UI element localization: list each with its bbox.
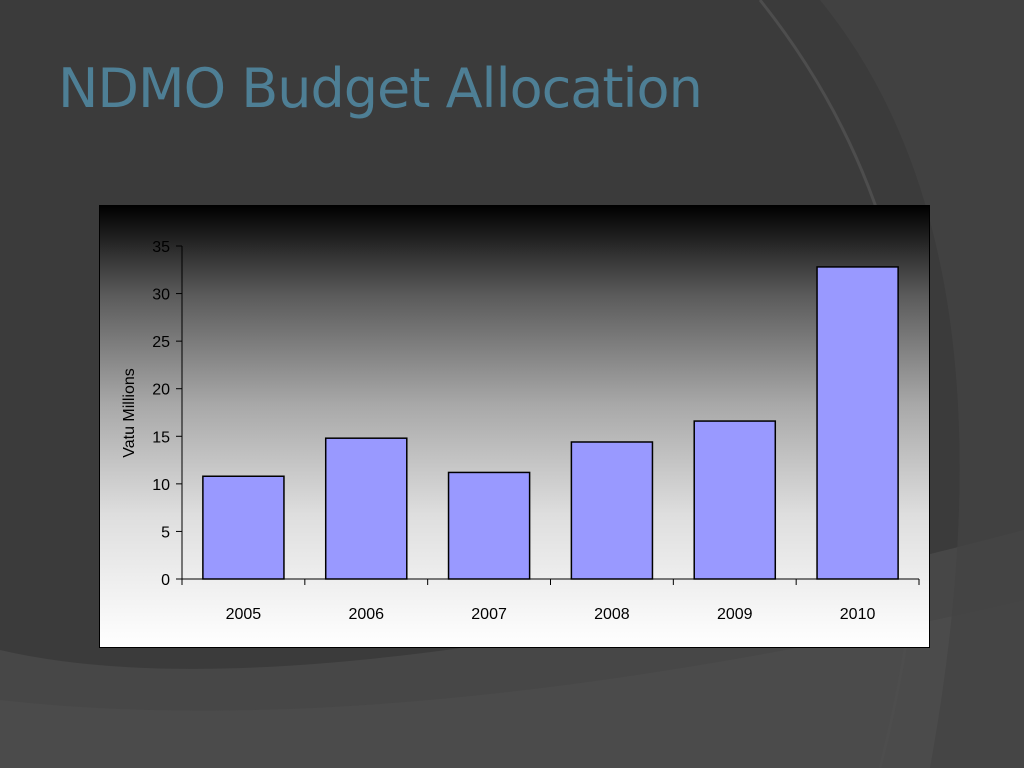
y-tick-label: 35 [152,239,170,256]
x-axis: 2005 2006 2007 2008 2009 2010 [181,578,920,623]
bar-2006 [324,437,408,580]
y-tick-label: 15 [152,429,170,446]
bar-2005 [202,475,285,580]
bars [202,266,899,580]
y-tick-label: 0 [161,572,170,589]
y-tick-label: 25 [152,334,170,351]
bar-2008 [570,441,654,580]
x-tick-label: 2010 [840,606,876,623]
slide-title: NDMO Budget Allocation [58,57,703,120]
y-axis-title: Vatu Millions [121,368,138,458]
chart-frame: 0 5 10 15 20 25 30 35 2005 2006 2007 2008 2009 2010 … [99,205,930,648]
y-tick-label: 5 [161,524,170,541]
bar-2010 [816,266,899,580]
x-tick-label: 2008 [594,606,630,623]
bar-2009 [693,420,777,580]
y-axis: 0 5 10 15 20 25 30 35 [152,239,183,589]
y-tick-label: 30 [152,287,170,304]
x-tick-label: 2007 [471,606,507,623]
y-tick-label: 20 [152,382,170,399]
bar-2007 [447,471,531,580]
y-tick-label: 10 [152,477,170,494]
x-tick-label: 2009 [717,606,753,623]
x-tick-label: 2005 [226,606,262,623]
x-tick-label: 2006 [348,606,384,623]
